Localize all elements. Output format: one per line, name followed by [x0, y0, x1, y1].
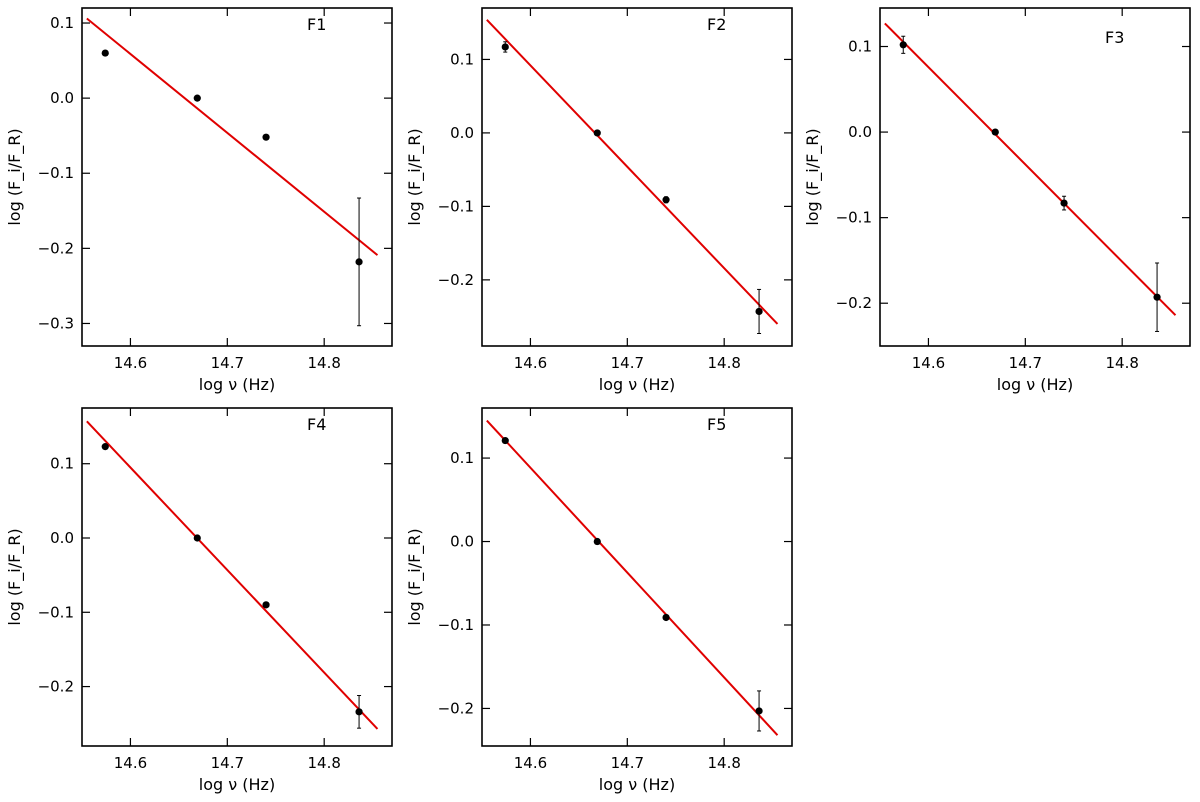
data-point	[262, 133, 270, 141]
axes-frame	[81, 407, 393, 747]
y-tick-label: −0.2	[38, 678, 74, 696]
panel-title: F1	[307, 15, 326, 34]
y-tick-label: 0.0	[848, 123, 872, 141]
x-axis-label: log ν (Hz)	[599, 375, 675, 394]
y-tick-label: −0.2	[836, 294, 872, 312]
x-tick-label: 14.8	[307, 754, 340, 772]
x-tick-label: 14.6	[514, 754, 547, 772]
x-tick-label: 14.8	[707, 354, 740, 372]
y-tick-label: 0.0	[450, 124, 474, 142]
x-tick-label: 14.8	[707, 754, 740, 772]
y-tick-label: −0.1	[38, 164, 74, 182]
x-tick-label: 14.6	[114, 754, 147, 772]
y-tick-label: −0.3	[38, 314, 74, 332]
axes-frame	[481, 7, 793, 347]
y-tick-label: 0.1	[50, 455, 74, 473]
data-point	[1153, 293, 1161, 301]
y-tick-label: 0.1	[450, 50, 474, 68]
y-tick-label: 0.0	[450, 533, 474, 551]
x-axis-label: log ν (Hz)	[199, 375, 275, 394]
y-tick-label: −0.1	[38, 603, 74, 621]
data-point	[193, 94, 201, 102]
data-point	[193, 534, 201, 542]
data-point	[501, 436, 509, 445]
x-tick-label: 14.6	[912, 354, 945, 372]
data-point	[662, 613, 670, 622]
y-tick-label: −0.1	[438, 616, 474, 634]
x-tick-label: 14.8	[307, 354, 340, 372]
fit-line	[486, 419, 779, 736]
y-axis-label: log (F_i/F_R)	[5, 128, 25, 225]
y-tick-label: 0.1	[848, 38, 872, 56]
y-axis-label: log (F_i/F_R)	[803, 128, 823, 225]
y-tick-label: −0.1	[438, 197, 474, 215]
x-tick-label: 14.8	[1105, 354, 1138, 372]
y-tick-label: −0.2	[438, 699, 474, 717]
y-axis-label: log (F_i/F_R)	[405, 528, 425, 625]
data-point	[101, 49, 109, 57]
fit-line	[884, 22, 1177, 316]
y-tick-label: −0.1	[836, 209, 872, 227]
panel-f2: 14.6 14.7 14.8 0.1 0.0 −0.1 −0.2 log ν (Hz) log …	[405, 7, 793, 394]
x-axis-label: log ν (Hz)	[599, 775, 675, 794]
data-point	[101, 443, 109, 451]
y-tick-label: 0.1	[450, 449, 474, 467]
y-tick-label: 0.0	[50, 529, 74, 547]
fit-line	[86, 17, 379, 256]
data-point	[755, 707, 763, 715]
data-point	[755, 307, 763, 316]
y-tick-label: −0.2	[438, 271, 474, 289]
fit-line	[86, 420, 379, 730]
data-point	[899, 41, 907, 49]
y-axis-label: log (F_i/F_R)	[5, 528, 25, 625]
panel-f3: 14.6 14.7 14.8 0.1 0.0 −0.1 −0.2 log ν (Hz) log …	[803, 7, 1191, 394]
panel-title: F4	[307, 415, 326, 434]
data-point	[355, 258, 363, 266]
x-axis-label: log ν (Hz)	[997, 375, 1073, 394]
panel-f5: 14.6 14.7 14.8 0.1 0.0 −0.1 −0.2 log ν (Hz) log …	[405, 407, 793, 794]
data-point	[662, 196, 670, 204]
data-point	[593, 129, 601, 137]
panel-f1: 14.6 14.7 14.8 0.1 0.0 −0.1 −0.2 −0.3 log ν (Hz)…	[5, 7, 393, 394]
data-point	[262, 601, 270, 609]
x-tick-label: 14.7	[1009, 354, 1042, 372]
data-point	[355, 708, 363, 716]
x-tick-label: 14.7	[211, 754, 244, 772]
x-tick-label: 14.7	[611, 354, 644, 372]
panel-title: F2	[707, 15, 726, 34]
data-point	[501, 43, 509, 51]
fit-line	[486, 19, 779, 325]
x-tick-label: 14.7	[611, 754, 644, 772]
panel-f4: 14.6 14.7 14.8 0.1 0.0 −0.1 −0.2 log ν (Hz) log …	[5, 407, 393, 794]
data-point	[991, 128, 999, 136]
axes-frame	[481, 407, 793, 747]
x-tick-label: 14.6	[114, 354, 147, 372]
y-tick-label: 0.1	[50, 14, 74, 32]
x-tick-label: 14.6	[514, 354, 547, 372]
data-point	[593, 537, 601, 546]
axes-frame	[81, 7, 393, 347]
panel-title: F5	[707, 415, 726, 434]
axes-frame	[879, 7, 1191, 347]
panel-title: F3	[1105, 28, 1124, 47]
y-tick-label: −0.2	[38, 239, 74, 257]
x-tick-label: 14.7	[211, 354, 244, 372]
x-axis-label: log ν (Hz)	[199, 775, 275, 794]
y-axis-label: log (F_i/F_R)	[405, 128, 425, 225]
y-tick-label: 0.0	[50, 89, 74, 107]
data-point	[1060, 199, 1068, 207]
